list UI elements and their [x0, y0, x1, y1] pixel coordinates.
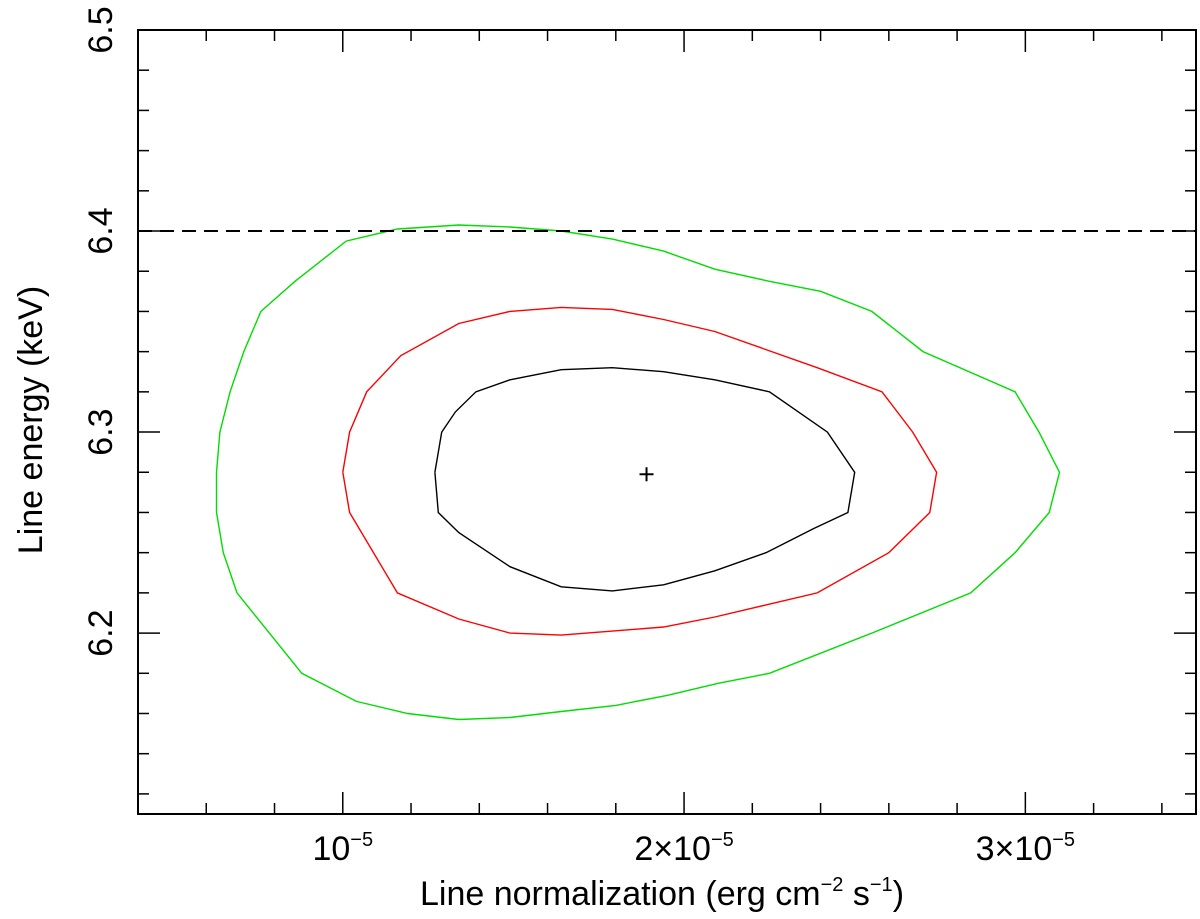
x-tick-label: 2×10−5	[634, 829, 733, 868]
y-tick-labels: 6.2 6.3 6.4 6.5	[82, 6, 120, 656]
contour-1	[434, 366, 856, 592]
contour-3	[215, 224, 1061, 721]
best-fit-marker	[639, 467, 654, 482]
x-axis-label: Line normalization (erg cm−2 s−1)	[420, 874, 904, 913]
y-tick-label: 6.5	[82, 6, 120, 53]
y-axis-label: Line energy (keV)	[12, 286, 50, 554]
x-tick-labels: 10−5 2×10−5 3×10−5	[312, 829, 1075, 868]
axis-ticks	[137, 29, 1196, 814]
contour-2	[342, 306, 938, 636]
y-tick-label: 6.4	[82, 207, 120, 254]
y-tick-label: 6.2	[82, 609, 120, 656]
y-tick-label: 6.3	[82, 408, 120, 455]
x-tick-label: 3×10−5	[976, 829, 1075, 868]
contour-lines	[215, 224, 1061, 721]
plot-frame	[137, 29, 1197, 815]
x-tick-label: 10−5	[312, 829, 373, 868]
